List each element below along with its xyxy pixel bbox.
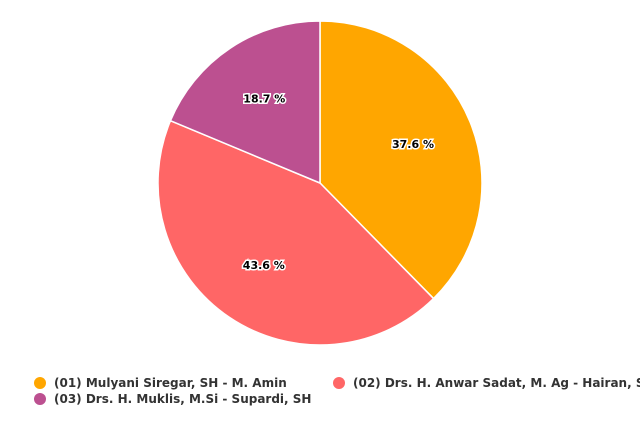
legend-label: (03) Drs. H. Muklis, M.Si - Supardi, SH <box>54 392 312 406</box>
legend-marker-icon <box>333 377 345 389</box>
legend-item-01[interactable]: (01) Mulyani Siregar, SH - M. Amin <box>34 376 287 390</box>
pie-slice-1[interactable] <box>319 20 483 300</box>
legend: (01) Mulyani Siregar, SH - M. Amin (02) … <box>34 376 640 416</box>
pie-data-label-1: 37.6 % <box>392 138 434 151</box>
legend-label: (01) Mulyani Siregar, SH - M. Amin <box>54 376 287 390</box>
legend-marker-icon <box>34 393 46 405</box>
pie-slice-3[interactable] <box>169 20 321 185</box>
legend-marker-icon <box>34 377 46 389</box>
pie-data-labels: 37.6 % 43.6 % 18.7 % <box>241 91 435 274</box>
pie-chart: 37.6 % 43.6 % 18.7 % <box>157 20 483 346</box>
pie-data-label-2: 43.6 % <box>243 259 285 272</box>
legend-item-03[interactable]: (03) Drs. H. Muklis, M.Si - Supardi, SH <box>34 392 311 406</box>
legend-item-02[interactable]: (02) Drs. H. Anwar Sadat, M. Ag - Hairan… <box>333 376 640 390</box>
pie-data-label-3: 18.7 % <box>243 92 285 105</box>
legend-label: (02) Drs. H. Anwar Sadat, M. Ag - Hairan… <box>353 376 640 390</box>
pie-slices <box>157 20 483 346</box>
pie-slice-2[interactable] <box>157 119 435 346</box>
